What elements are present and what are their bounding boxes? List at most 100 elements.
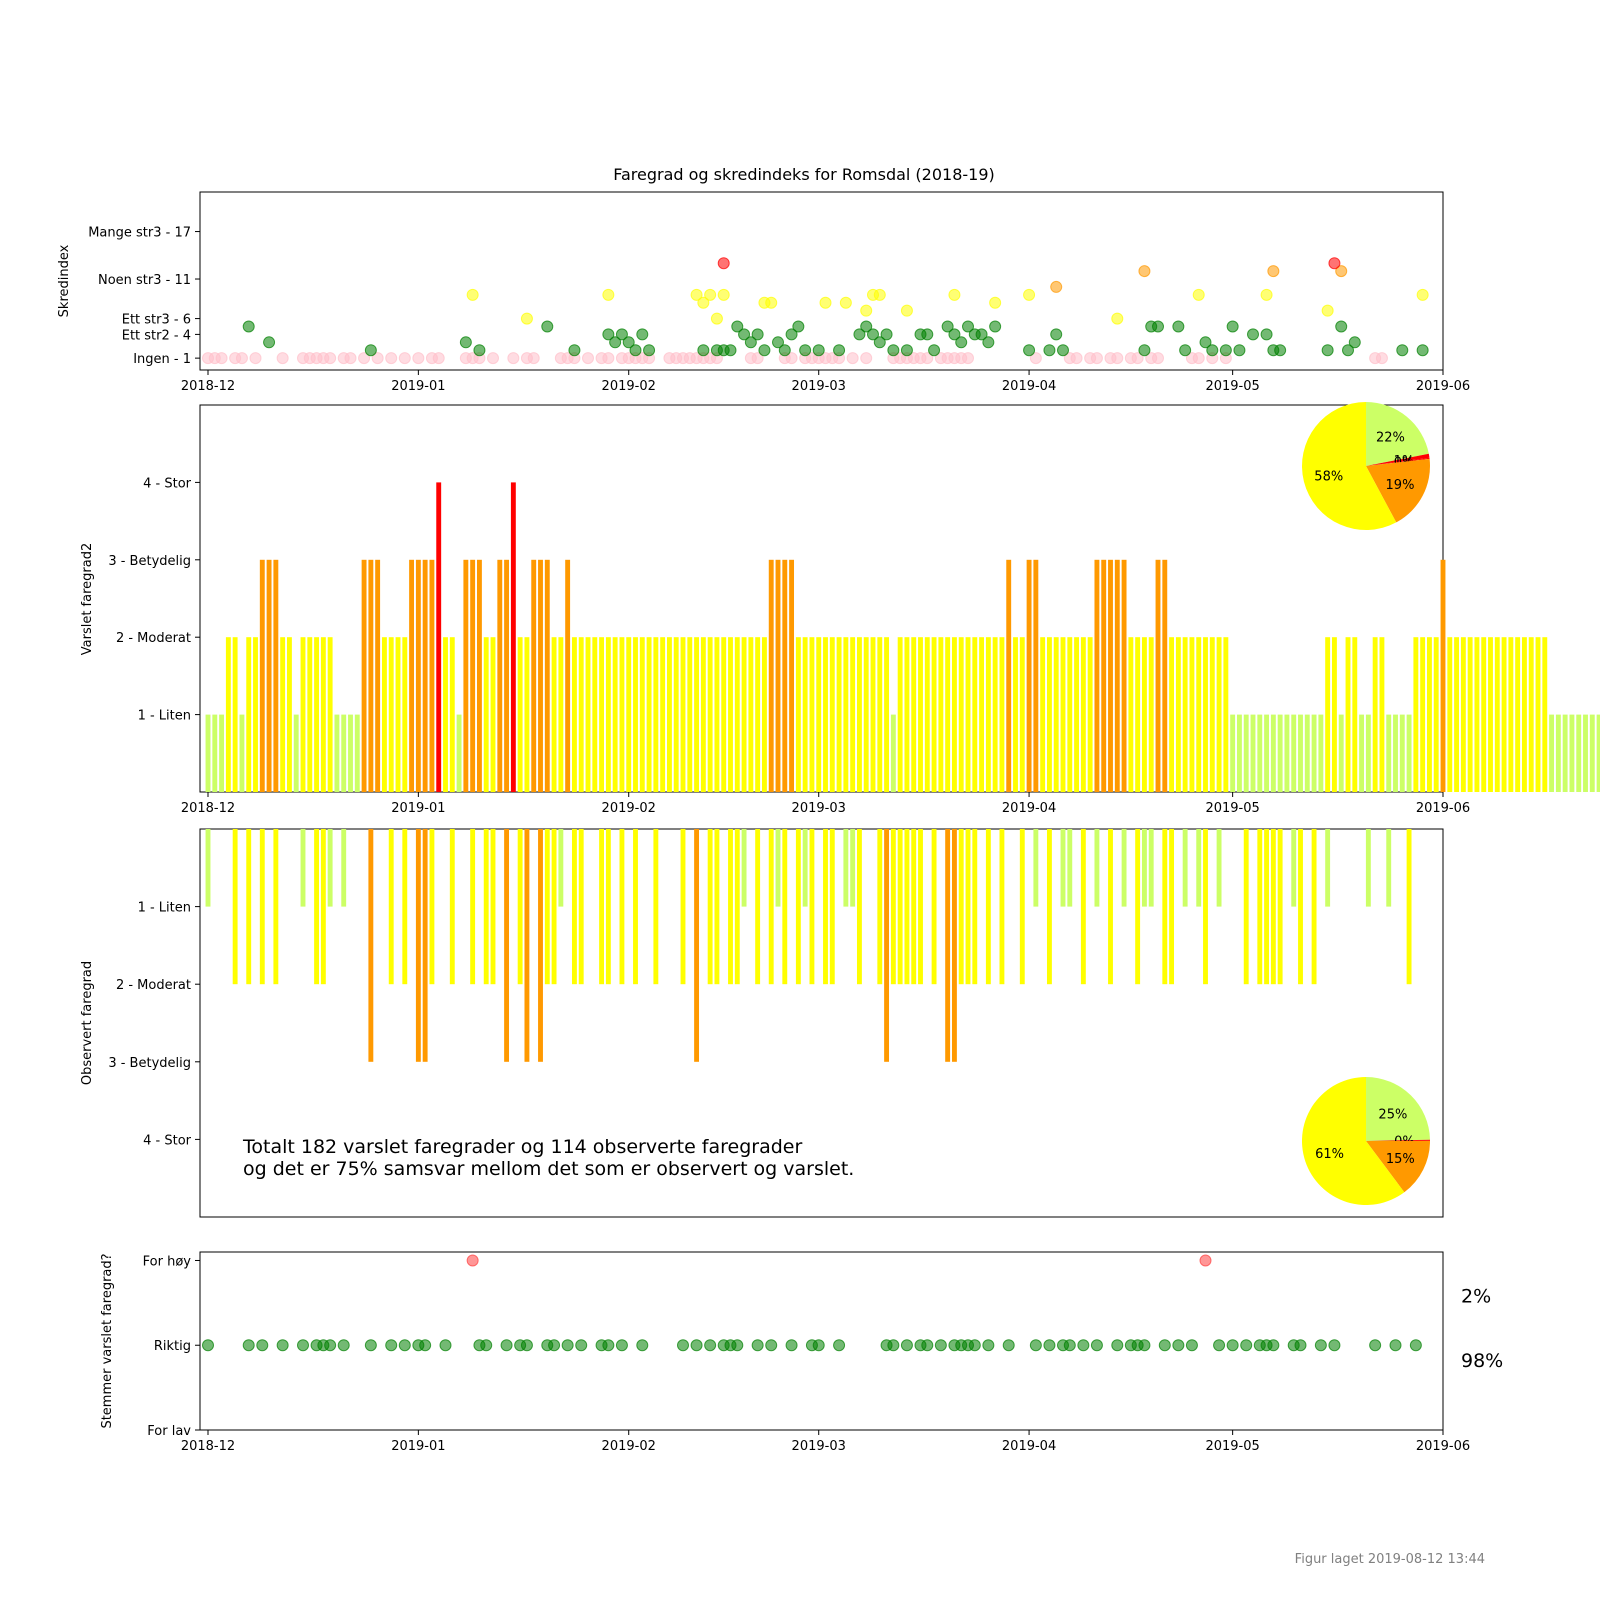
data-point (1416, 288, 1429, 301)
data-point (690, 288, 703, 301)
forecast-bar (327, 637, 333, 792)
data-point (1138, 1339, 1151, 1352)
data-point (398, 1339, 411, 1352)
x-tick-label: 2018-12 (181, 1439, 235, 1454)
x-tick-label: 2019-03 (792, 1439, 846, 1454)
forecast-bar (646, 637, 652, 792)
forecast-bar (1562, 714, 1568, 792)
forecast-bar (626, 637, 632, 792)
forecast-bar (802, 637, 808, 792)
data-point (1389, 1339, 1402, 1352)
data-point (507, 352, 520, 365)
data-point (1396, 344, 1409, 357)
forecast-bar (490, 637, 496, 792)
data-point (833, 1339, 846, 1352)
forecast-bar (863, 637, 869, 792)
percentage-label: 98% (1461, 1350, 1503, 1372)
data-point (772, 336, 784, 349)
forecast-bar (1209, 637, 1215, 792)
observed-bar (823, 829, 828, 985)
data-point (812, 344, 825, 357)
observed-bar (741, 829, 747, 907)
forecast-bar (1019, 637, 1025, 792)
forecast-bar (1053, 637, 1059, 792)
observed-bar (890, 829, 896, 985)
observed-bar (958, 829, 964, 985)
y-tick-label: 4 - Stor (143, 1133, 192, 1148)
data-point (1219, 344, 1232, 357)
forecast-bar (273, 559, 279, 792)
observed-bar (1386, 829, 1392, 907)
forecast-bar (1420, 637, 1426, 792)
forecast-bar (476, 559, 482, 792)
observed-bar (551, 829, 557, 985)
observed-bar (1033, 829, 1039, 907)
forecast-bar (422, 559, 428, 792)
forecast-bar (558, 637, 564, 792)
data-point (853, 328, 866, 341)
data-point (921, 352, 934, 365)
observed-bar (205, 829, 211, 907)
forecast-bar (381, 637, 387, 792)
observed-bar (619, 829, 625, 985)
observed-bar (314, 829, 320, 985)
data-point (1172, 1339, 1185, 1352)
data-point (1172, 320, 1185, 333)
data-point (1294, 1339, 1307, 1352)
observed-bar (1162, 829, 1168, 985)
forecast-bar (1528, 637, 1534, 792)
y-tick-label: 3 - Betydelig (108, 554, 191, 569)
forecast-bar (1447, 637, 1453, 792)
x-tick-label: 2019-04 (1002, 379, 1056, 394)
data-point (1090, 352, 1103, 365)
x-tick-label: 2019-05 (1205, 1439, 1259, 1454)
data-point (1152, 352, 1164, 365)
data-point (934, 1339, 947, 1352)
observed-bar (856, 829, 862, 985)
data-point (1029, 352, 1042, 365)
forecast-bar (212, 714, 218, 792)
data-point (738, 328, 751, 341)
x-tick-label: 2019-02 (602, 801, 656, 816)
pie-slice (1366, 1140, 1430, 1193)
forecast-bar (1135, 637, 1141, 792)
forecast-bar (965, 637, 971, 792)
forecast-bar (578, 637, 584, 792)
y-tick-label: Mange str3 - 17 (88, 226, 191, 241)
data-point (717, 288, 730, 301)
forecast-bar (904, 637, 910, 792)
data-point (1179, 344, 1192, 357)
observed-bar (259, 829, 265, 985)
forecast-bar (232, 637, 238, 792)
data-point (1240, 1339, 1253, 1352)
forecast-bar (1013, 637, 1018, 792)
pie-slice (1366, 458, 1430, 523)
forecast-bar (633, 637, 638, 792)
forecast-bar (205, 714, 211, 792)
data-point (1050, 280, 1063, 293)
forecast-bar (368, 559, 374, 792)
data-point (1267, 265, 1280, 278)
observed-bar (517, 829, 523, 985)
forecast-bar (280, 637, 286, 792)
percentage-label: 2% (1461, 1285, 1491, 1307)
data-point (751, 328, 764, 341)
observed-bar (843, 829, 849, 907)
forecast-bar (1046, 637, 1052, 792)
forecast-bar (1250, 714, 1256, 792)
x-tick-label: 2019-05 (1205, 801, 1259, 816)
observed-bar (1216, 829, 1222, 907)
forecast-bar (775, 559, 781, 792)
data-point (466, 288, 479, 301)
forecast-bar (660, 637, 666, 792)
data-point (1023, 344, 1036, 357)
data-point (955, 336, 968, 349)
data-point (215, 352, 228, 365)
forecast-bar (823, 637, 828, 792)
forecast-bar (1433, 637, 1439, 792)
forecast-bar (1196, 637, 1202, 792)
x-tick-label: 2018-12 (181, 379, 235, 394)
y-axis-label: Observert faregrad (80, 961, 95, 1085)
y-tick-label: For høy (143, 1254, 192, 1269)
